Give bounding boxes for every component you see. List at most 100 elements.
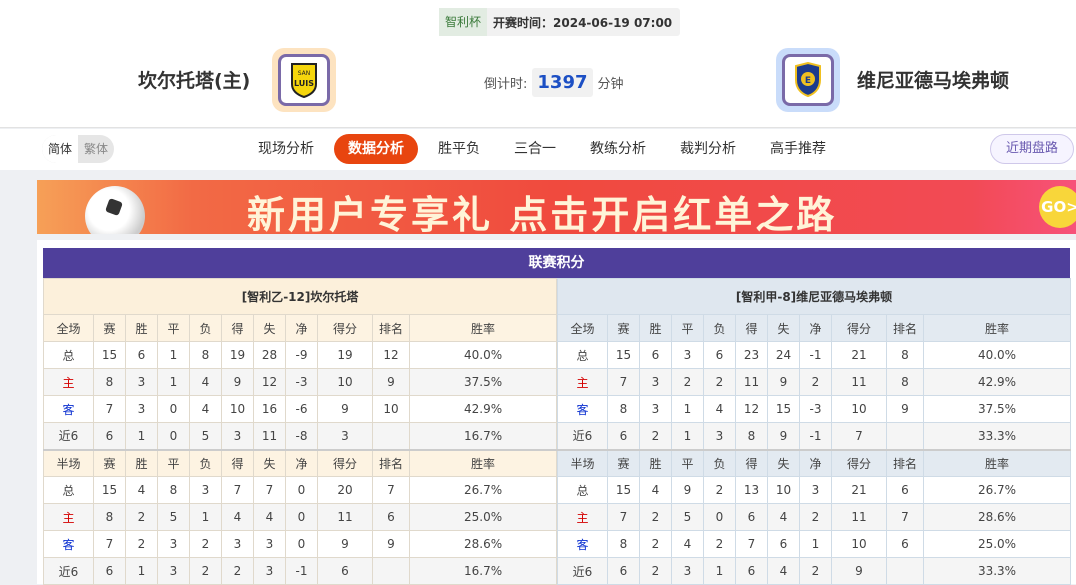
home-team-name[interactable]: 坎尔托塔(主) xyxy=(138,70,251,92)
table-cell: 2 xyxy=(799,368,832,396)
table-row: 总 15 6 1 8 19 28 -9 19 12 40.0% xyxy=(43,341,558,369)
table-cell: 15 xyxy=(767,395,800,423)
table-cell: 7 xyxy=(831,422,887,450)
table-cell: 3 xyxy=(125,368,158,396)
lang-simplified[interactable]: 简体 xyxy=(42,135,79,163)
table-cell: 12 xyxy=(253,368,286,396)
team-title[interactable]: [智利乙-12]坎尔托塔 xyxy=(42,278,558,315)
table-cell: -9 xyxy=(285,341,318,369)
table-cell: 6 xyxy=(767,530,800,558)
column-header: 排名 xyxy=(886,448,924,477)
tab-expert-picks[interactable]: 高手推荐 xyxy=(770,141,826,157)
column-header: 净 xyxy=(285,314,318,342)
standings-title: 联赛积分 xyxy=(43,248,1070,278)
row-label: 客 xyxy=(557,395,608,423)
table-cell: 2 xyxy=(125,530,158,558)
recent-odds-button[interactable]: 近期盘路 xyxy=(990,134,1075,164)
away-team-name[interactable]: 维尼亚德马埃弗顿 xyxy=(857,70,1010,92)
table-cell: 19 xyxy=(317,341,373,369)
table-cell: 7 xyxy=(372,476,410,504)
tab-coach-analysis[interactable]: 教练分析 xyxy=(590,141,646,157)
table-cell: 0 xyxy=(703,503,736,531)
tab-win-draw-loss[interactable]: 胜平负 xyxy=(438,141,480,157)
table-cell: 1 xyxy=(671,422,704,450)
countdown-unit: 分钟 xyxy=(597,77,624,92)
away-team-logo[interactable]: E xyxy=(776,48,840,112)
row-label: 近6 xyxy=(557,557,608,585)
table-cell: 1 xyxy=(157,368,190,396)
table-row: 主 7 3 2 2 11 9 2 11 8 42.9% xyxy=(557,368,1072,396)
table-cell: 28.6% xyxy=(408,530,558,558)
table-cell: 26.7% xyxy=(922,476,1072,504)
table-cell: 3 xyxy=(125,395,158,423)
table-cell: 3 xyxy=(799,476,832,504)
table-cell: 3 xyxy=(671,557,704,585)
table-cell: 3 xyxy=(221,422,254,450)
analysis-tabs: 现场分析 数据分析 胜平负 三合一 教练分析 裁判分析 高手推荐 xyxy=(244,134,846,164)
table-cell: 6 xyxy=(93,422,126,450)
column-header: 赛 xyxy=(93,314,126,342)
table-cell: 9 xyxy=(317,530,373,558)
row-label: 客 xyxy=(43,530,94,558)
table-cell: 6 xyxy=(607,557,640,585)
home-team-logo[interactable]: SAN LUIS xyxy=(272,48,336,112)
table-cell: 26.7% xyxy=(408,476,558,504)
table-cell: 3 xyxy=(639,368,672,396)
table-cell: 9 xyxy=(767,422,800,450)
table-cell: 8 xyxy=(93,368,126,396)
table-cell: 4 xyxy=(189,368,222,396)
row-label: 总 xyxy=(43,476,94,504)
table-cell: 40.0% xyxy=(922,341,1072,369)
table-cell: 25.0% xyxy=(922,530,1072,558)
table-cell: 5 xyxy=(189,422,222,450)
table-cell: 6 xyxy=(735,557,768,585)
table-cell: 11 xyxy=(831,503,887,531)
countdown: 倒计时: 1397 分钟 xyxy=(484,68,624,97)
table-cell: 15 xyxy=(607,341,640,369)
table-cell: 2 xyxy=(189,557,222,585)
table-cell: 4 xyxy=(221,503,254,531)
column-header: 净 xyxy=(285,448,318,477)
column-header: 失 xyxy=(253,448,286,477)
table-row: 近6 6 2 3 1 6 4 2 9 33.3% xyxy=(557,557,1072,585)
table-row: 主 8 2 5 1 4 4 0 11 6 25.0% xyxy=(43,503,558,531)
table-cell: 2 xyxy=(221,557,254,585)
table-cell: 10 xyxy=(317,368,373,396)
table-cell: 1 xyxy=(799,530,832,558)
column-header: 胜 xyxy=(125,448,158,477)
column-header: 平 xyxy=(671,314,704,342)
team-header-row: [智利乙-12]坎尔托塔 xyxy=(42,278,558,315)
nav-bar: 简体 繁体 现场分析 数据分析 胜平负 三合一 教练分析 裁判分析 高手推荐 近… xyxy=(0,129,1076,170)
table-row: 近6 6 1 0 5 3 11 -8 3 16.7% xyxy=(43,422,558,450)
table-cell: 3 xyxy=(221,530,254,558)
column-header-row: 半场赛胜平负得失净得分 排名 胜率 xyxy=(557,448,1072,477)
table-cell: 8 xyxy=(735,422,768,450)
tab-referee-analysis[interactable]: 裁判分析 xyxy=(680,141,736,157)
promo-banner[interactable]: 新用户专享礼 点击开启红单之路 GO> xyxy=(37,180,1076,234)
competition-badge[interactable]: 智利杯 xyxy=(439,8,488,36)
table-cell: 12 xyxy=(372,341,410,369)
tab-live-analysis[interactable]: 现场分析 xyxy=(258,141,314,157)
tab-three-in-one[interactable]: 三合一 xyxy=(514,141,556,157)
row-label: 主 xyxy=(43,503,94,531)
team-title[interactable]: [智利甲-8]维尼亚德马埃弗顿 xyxy=(556,278,1072,315)
table-cell: 11 xyxy=(831,368,887,396)
table-cell: -3 xyxy=(799,395,832,423)
table-cell: 8 xyxy=(886,341,924,369)
lang-traditional[interactable]: 繁体 xyxy=(84,142,109,156)
table-cell: 3 xyxy=(253,530,286,558)
table-cell: 7 xyxy=(221,476,254,504)
language-toggle[interactable]: 简体 繁体 xyxy=(42,135,115,163)
tab-data-analysis[interactable]: 数据分析 xyxy=(334,134,418,164)
table-cell: 13 xyxy=(735,476,768,504)
table-cell: 16.7% xyxy=(408,422,558,450)
table-cell: 0 xyxy=(157,395,190,423)
go-button[interactable]: GO> xyxy=(1039,186,1076,228)
column-header: 负 xyxy=(703,448,736,477)
table-cell: 12 xyxy=(735,395,768,423)
table-cell: -3 xyxy=(285,368,318,396)
column-header: 平 xyxy=(157,314,190,342)
row-label: 客 xyxy=(557,530,608,558)
table-cell: 2 xyxy=(703,530,736,558)
row-label: 近6 xyxy=(43,557,94,585)
